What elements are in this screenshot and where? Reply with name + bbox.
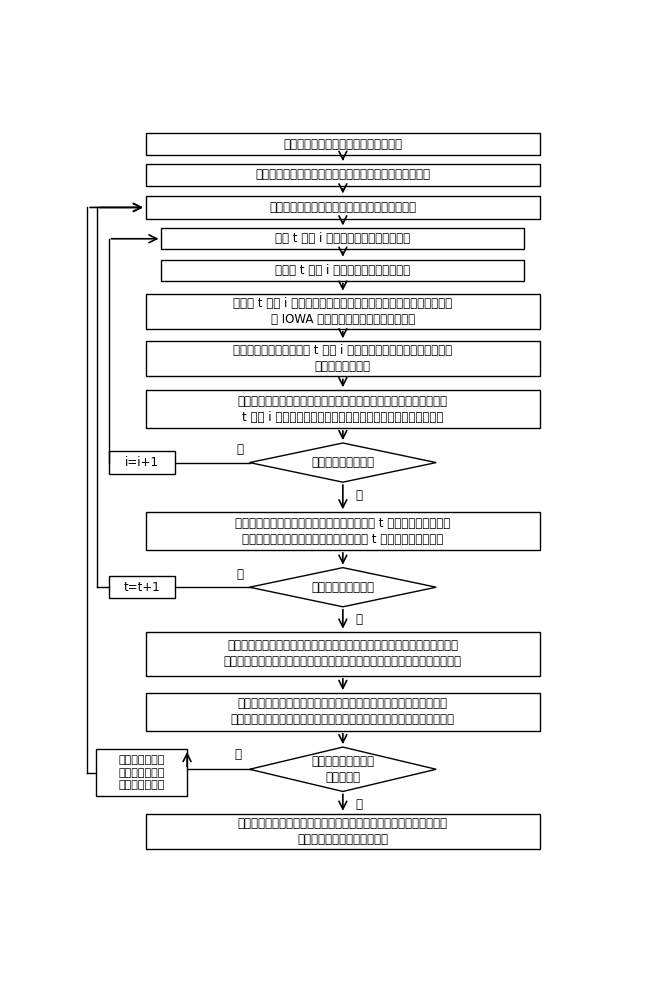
FancyBboxPatch shape [146, 512, 540, 550]
Text: 根据优化模型计算得到第 t 年第 i 个省级地区作为评价主体时各指标
的位置加权向量。: 根据优化模型计算得到第 t 年第 i 个省级地区作为评价主体时各指标 的位置加权… [233, 344, 452, 373]
Text: 将二级指标评价
值作为指标值，
进行下一级建模: 将二级指标评价 值作为指标值， 进行下一级建模 [118, 755, 165, 790]
Text: 通过对所有年份的指标权重向量进行集结得到指标最终权重向量。二级指标
对一级指标建模时，将最终权重向量与专家权重向量集结得到综合权重向量。: 通过对所有年份的指标权重向量进行集结得到指标最终权重向量。二级指标 对一级指标建… [224, 639, 462, 668]
Text: 根据得到的各省级地区的二级指标及一级指标评价值，对各省级地区
电力发展水平进行评价分析。: 根据得到的各省级地区的二级指标及一级指标评价值，对各省级地区 电力发展水平进行评… [238, 817, 448, 846]
FancyBboxPatch shape [146, 390, 540, 428]
Text: 是: 是 [356, 489, 363, 502]
Text: 对各指标原始数据进行归一化、无量纲化处理。: 对各指标原始数据进行归一化、无量纲化处理。 [270, 201, 416, 214]
Text: 根据指标位置加权向量，将其与重新排序后的指标进行集结，得出第
t 年第 i 个省级地区作为评价主体时各省级地区的评价值向量。: 根据指标位置加权向量，将其与重新排序后的指标进行集结，得出第 t 年第 i 个省… [238, 395, 448, 424]
Polygon shape [250, 747, 436, 791]
Text: 是: 是 [356, 613, 363, 626]
FancyBboxPatch shape [146, 814, 540, 849]
Polygon shape [250, 568, 436, 607]
Text: 构建电力发展水平通用评价指标体系。: 构建电力发展水平通用评价指标体系。 [284, 138, 402, 151]
Text: 计算第 t 年第 i 个省级地区每个指标的绝对优势度和相对优势度，根
据 IOWA 算子思想对指标进行重新排序。: 计算第 t 年第 i 个省级地区每个指标的绝对优势度和相对优势度，根 据 IOW… [233, 297, 452, 326]
FancyBboxPatch shape [146, 294, 540, 329]
FancyBboxPatch shape [161, 228, 524, 249]
FancyBboxPatch shape [146, 693, 540, 731]
Text: 综合考虑各评价主体下的评价值向量，得到第 t 年各省级地区的最终
评价值向量，通过最小二乘法拟合得到第 t 年的指标权重向量。: 综合考虑各评价主体下的评价值向量，得到第 t 年各省级地区的最终 评价值向量，通… [235, 517, 450, 546]
Text: 是: 是 [356, 798, 363, 811]
FancyBboxPatch shape [146, 341, 540, 376]
Text: 所有省份计算完毕？: 所有省份计算完毕？ [311, 456, 375, 469]
FancyBboxPatch shape [146, 196, 540, 219]
FancyBboxPatch shape [146, 164, 540, 186]
FancyBboxPatch shape [108, 451, 175, 474]
Text: 否: 否 [237, 443, 244, 456]
Text: 否: 否 [237, 568, 244, 581]
Text: 根据指标最终权重向量（二级指标对一级指标建模时为指标综合权重
量），将其与相应标准指标值进行集结，得出每年各省级地区的评价值。: 根据指标最终权重向量（二级指标对一级指标建模时为指标综合权重 量），将其与相应标… [231, 697, 455, 726]
FancyBboxPatch shape [146, 133, 540, 155]
Text: t=t+1: t=t+1 [123, 581, 160, 594]
Text: 对全国各省级地区历史数据进行搜集，得到三级指标值。: 对全国各省级地区历史数据进行搜集，得到三级指标值。 [256, 168, 430, 181]
Text: 计算第 t 年第 i 个省级地区的竞争视野。: 计算第 t 年第 i 个省级地区的竞争视野。 [276, 264, 410, 277]
Text: 所有年份计算完毕？: 所有年份计算完毕？ [311, 581, 375, 594]
Polygon shape [250, 443, 436, 482]
Text: i=i+1: i=i+1 [124, 456, 159, 469]
FancyBboxPatch shape [96, 749, 187, 796]
FancyBboxPatch shape [161, 260, 524, 281]
Text: 二级指标对一级指标
建模完成？: 二级指标对一级指标 建模完成？ [311, 755, 375, 784]
Text: 否: 否 [235, 748, 242, 761]
FancyBboxPatch shape [108, 576, 175, 598]
Text: 以第 t 年第 i 个省级地区作为评价主体。: 以第 t 年第 i 个省级地区作为评价主体。 [276, 232, 410, 245]
FancyBboxPatch shape [146, 632, 540, 676]
